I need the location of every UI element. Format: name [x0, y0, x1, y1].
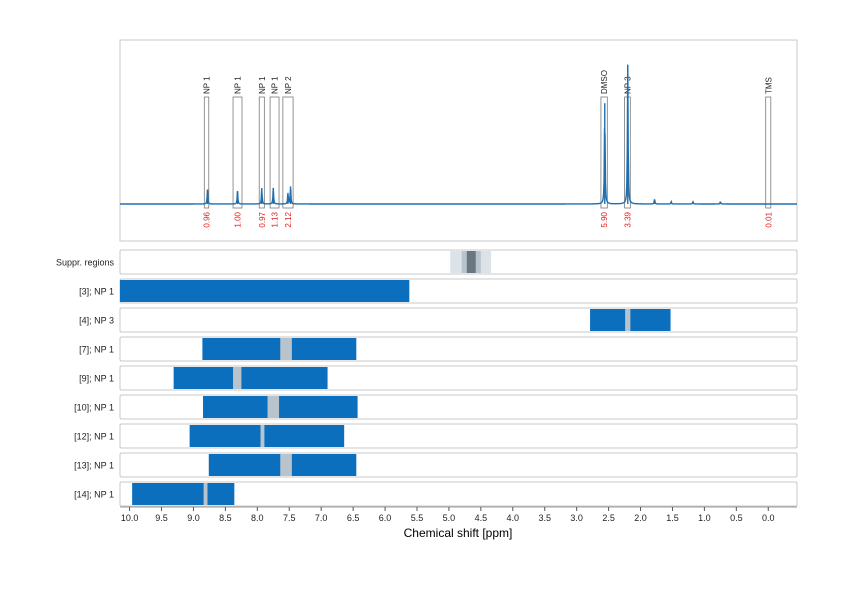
row-label: [14]; NP 1 — [74, 490, 114, 500]
annotation-box — [203, 96, 210, 209]
region-bar — [120, 280, 410, 302]
x-tick-label: 2.0 — [634, 513, 647, 523]
region-bar — [264, 425, 345, 447]
x-tick-label: 3.5 — [538, 513, 551, 523]
region-bar — [202, 338, 281, 360]
region-bar — [279, 396, 358, 418]
annotation-label: NP 1 — [203, 76, 212, 94]
annotation-label: NP 1 — [258, 76, 267, 94]
region-bar — [203, 396, 268, 418]
region-rows: Suppr. regions [3]; NP 1 [4]; NP 3 [7]; NP … — [56, 249, 798, 507]
region-bar — [630, 309, 671, 331]
annotation-label: NP 1 — [271, 76, 280, 94]
x-tick-label: 6.5 — [347, 513, 360, 523]
region-bar — [291, 338, 357, 360]
region-gap — [267, 396, 280, 418]
suppression-region-dark — [466, 251, 476, 273]
region-row: [10]; NP 1 — [74, 394, 798, 420]
annotation-box — [258, 96, 265, 209]
annotation-label: NP 1 — [234, 76, 243, 94]
x-tick-label: 1.5 — [666, 513, 679, 523]
integral-value: 3.39 — [623, 211, 632, 227]
row-label: Suppr. regions — [56, 258, 115, 268]
x-axis-label: Chemical shift [ppm] — [404, 526, 513, 540]
region-gap — [625, 309, 631, 331]
x-tick-label: 9.0 — [187, 513, 200, 523]
region-bar — [590, 309, 626, 331]
x-tick-label: 6.0 — [379, 513, 392, 523]
x-tick-label: 2.5 — [602, 513, 615, 523]
row-label: [9]; NP 1 — [79, 374, 114, 384]
region-gap — [203, 483, 208, 505]
region-bar — [208, 454, 281, 476]
region-row: [9]; NP 1 — [79, 365, 798, 391]
region-bar — [207, 483, 235, 505]
integral-value: 0.01 — [764, 211, 773, 227]
integral-value: 5.90 — [600, 211, 609, 227]
region-bar — [291, 454, 357, 476]
integral-value: 0.96 — [203, 211, 212, 227]
region-row: [7]; NP 1 — [79, 336, 798, 362]
annotation-box — [600, 96, 608, 209]
region-gap — [233, 367, 242, 389]
x-tick-label: 4.5 — [475, 513, 488, 523]
row-label: [7]; NP 1 — [79, 345, 114, 355]
spectrum-frame — [119, 39, 798, 242]
integral-value: 2.12 — [284, 211, 293, 227]
region-row: [13]; NP 1 — [74, 452, 798, 478]
x-tick-label: 8.0 — [251, 513, 264, 523]
x-tick-label: 4.0 — [507, 513, 520, 523]
x-tick-label: 10.0 — [121, 513, 139, 523]
region-row: [12]; NP 1 — [74, 423, 798, 449]
annotation-label: DMSO — [600, 70, 609, 94]
spectrum-line — [120, 64, 797, 205]
region-row: [14]; NP 1 — [74, 481, 798, 507]
region-row: [3]; NP 1 — [79, 278, 798, 304]
row-frame — [119, 481, 798, 507]
annotation-box — [269, 96, 280, 209]
annotation-box — [282, 96, 294, 209]
x-tick-label: 7.0 — [315, 513, 328, 523]
integral-value: 1.00 — [234, 211, 243, 227]
x-tick-label: 9.5 — [155, 513, 168, 523]
annotation-box — [765, 96, 772, 209]
annotation-label: NP 2 — [284, 76, 293, 94]
row-label: [10]; NP 1 — [74, 403, 114, 413]
region-bar — [189, 425, 261, 447]
row-label: [3]; NP 1 — [79, 287, 114, 297]
region-bar — [241, 367, 328, 389]
row-frame — [119, 307, 798, 333]
x-tick-label: 1.0 — [698, 513, 711, 523]
region-gap — [280, 454, 292, 476]
region-gap — [260, 425, 265, 447]
row-label: [13]; NP 1 — [74, 461, 114, 471]
row-label: [4]; NP 3 — [79, 316, 114, 326]
x-tick-label: 3.0 — [570, 513, 583, 523]
row-label: [12]; NP 1 — [74, 432, 114, 442]
spectrum-panel: NP 1 0.96 NP 1 1.00 NP 1 0.97 NP 1 1.13 NP 2 2.12… — [119, 39, 798, 242]
x-tick-label: 5.5 — [411, 513, 424, 523]
x-tick-label: 8.5 — [219, 513, 232, 523]
x-tick-label: 0.5 — [730, 513, 743, 523]
region-bar — [173, 367, 234, 389]
region-row: Suppr. regions — [56, 249, 798, 275]
x-axis: 10.0 9.5 9.0 8.5 8.0 7.5 7.0 6.5 6.0 5.5 5.0 4.5 4.0… — [120, 506, 797, 523]
x-tick-label: 7.5 — [283, 513, 296, 523]
region-bar — [132, 483, 204, 505]
annotation-box — [232, 96, 243, 209]
region-row: [4]; NP 3 — [79, 307, 798, 333]
x-tick-label: 0.0 — [762, 513, 775, 523]
x-tick-label: 5.0 — [443, 513, 456, 523]
integral-value: 1.13 — [271, 211, 280, 227]
annotation-label: TMS — [764, 77, 773, 94]
region-gap — [280, 338, 292, 360]
integral-value: 0.97 — [258, 211, 267, 227]
